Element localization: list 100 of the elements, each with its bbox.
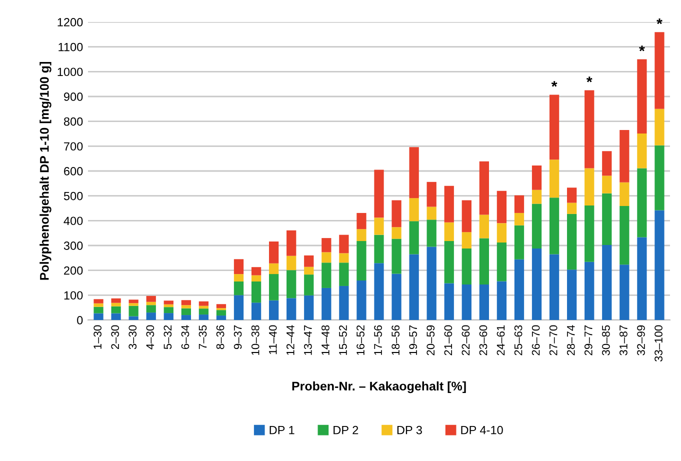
x-tick-label: 8–36 [216,325,224,350]
x-tick-label: 10–38 [251,325,260,355]
bar [549,198,560,254]
bar [198,306,209,309]
bar [514,212,524,226]
bar [304,255,314,267]
x-tick-label: 20–59 [426,325,435,356]
bar [234,295,244,320]
bar [198,301,209,306]
bar [286,256,296,270]
x-tick-label: 9–37 [234,325,242,350]
bar [181,305,191,308]
x-tick-label: 19–57 [409,325,418,355]
bar [128,316,138,320]
bar [567,202,577,214]
bar [567,214,577,270]
bar [426,182,436,207]
x-tick-label: 23–60 [479,325,488,356]
bar [584,262,594,320]
bar [286,270,296,298]
bar [164,300,174,304]
x-tick-label: 17–56 [374,325,382,355]
bar [462,284,472,320]
bar [164,307,174,314]
x-tick-label: 11–40 [268,325,277,354]
bar [322,238,332,252]
bar [128,303,138,306]
bar [269,242,279,264]
bar [654,210,664,320]
bar [409,254,419,320]
bar [164,313,174,320]
bar [496,223,507,243]
y-tick-label: 500 [64,192,83,200]
bar [637,134,647,168]
bar [269,300,279,320]
bar [339,253,349,263]
x-tick-label: 12–44 [286,325,294,355]
x-tick-label: 22–60 [462,325,470,356]
bar [444,222,454,242]
bar [479,238,489,284]
x-tick-label: 16–52 [356,325,364,355]
bar [164,304,174,308]
y-tick-label: 900 [64,92,83,101]
x-axis-title: Proben-Nr. – Kakaogehalt [%] [292,381,466,394]
y-tick-label: 700 [64,142,83,151]
x-tick-label: 29–77 [584,325,592,356]
x-tick-label: 6–34 [181,325,190,350]
x-tick-label: 21–60 [444,325,452,356]
bar [322,288,332,320]
x-tick-label: 31–87 [620,325,628,356]
bar [637,59,647,134]
bar [111,302,121,306]
bar [269,274,279,300]
bar [409,221,419,254]
bar [181,315,191,320]
bar [339,262,349,286]
bar [234,282,244,296]
bar [514,225,524,260]
bar [146,312,156,320]
legend-label: DP 3 [397,426,422,434]
bar [234,259,244,274]
x-tick-label: 13–47 [304,325,312,355]
y-tick-label: 0 [77,316,83,324]
y-tick-label: 600 [64,167,83,176]
bar [444,241,454,284]
bar [567,270,577,320]
bar [322,252,332,263]
x-tick-label: 14–48 [322,325,330,355]
bar [584,168,594,206]
bar [269,263,279,274]
annotation: * [639,46,645,52]
bar [479,214,489,238]
bar [356,229,366,242]
bar [567,188,577,203]
bar [444,186,454,222]
bar [392,227,402,239]
bar [426,246,436,320]
bar [146,302,156,306]
y-tick-label: 200 [64,266,83,275]
bar [128,306,138,316]
bar [251,275,262,282]
x-tick-label: 2–30 [111,325,120,350]
bar [462,232,472,248]
bar [654,108,664,146]
bar [637,237,647,320]
bar [549,254,560,320]
bar [94,306,104,314]
bar [584,90,594,168]
bar [111,298,121,303]
bar [549,94,560,160]
bar [94,299,104,304]
x-tick-label: 26–70 [532,325,540,356]
bar [496,190,507,224]
bar [584,206,594,262]
y-tick-label: 1100 [58,42,83,52]
bar [111,313,121,320]
y-tick-label: 1200 [58,18,83,26]
bar [620,264,630,320]
bar [602,245,612,320]
bar [251,282,262,303]
